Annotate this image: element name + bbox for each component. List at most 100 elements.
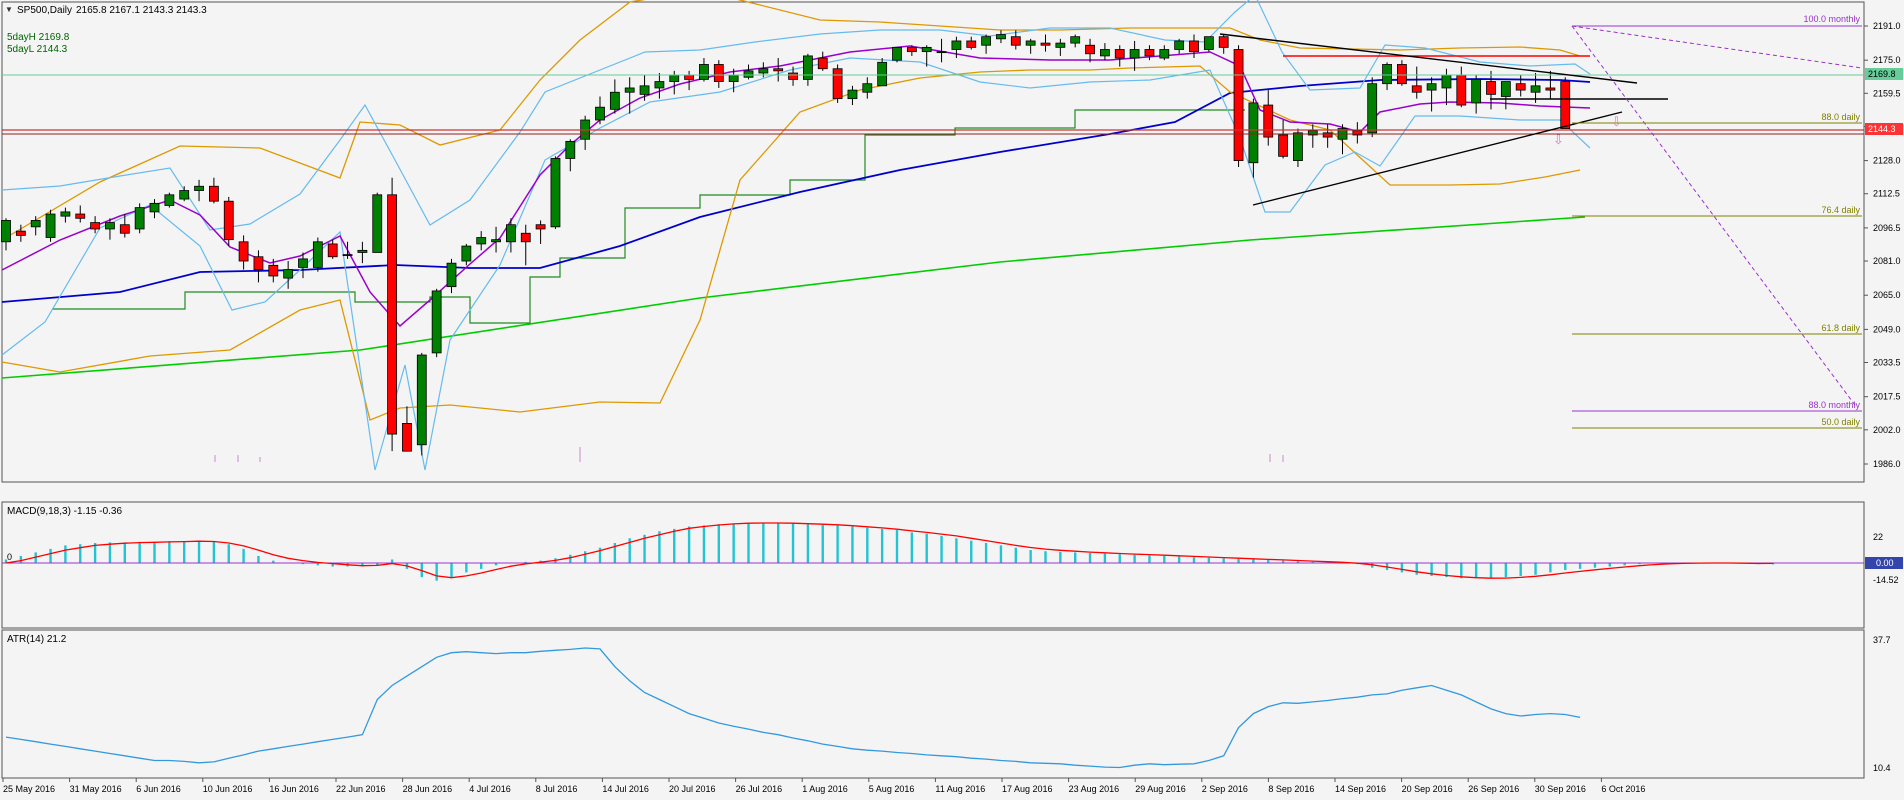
candle-bull bbox=[30, 220, 41, 228]
candle-bull bbox=[431, 290, 442, 354]
candle-bear bbox=[1189, 40, 1199, 53]
candle-bear bbox=[966, 40, 977, 48]
candle-bull bbox=[1441, 74, 1452, 89]
fib-label-monthly-88: 88.0 monthly bbox=[1808, 400, 1860, 410]
macd-pane-frame bbox=[1, 501, 1865, 629]
info-5day-low: 5dayL 2144.3 bbox=[7, 44, 68, 55]
price-axis-label: 2175.0 bbox=[1873, 55, 1901, 65]
candle-bear bbox=[253, 256, 264, 270]
time-axis-label: 29 Aug 2016 bbox=[1135, 784, 1186, 794]
time-axis-label: 10 Jun 2016 bbox=[203, 784, 253, 794]
envelope-upper bbox=[1, 0, 1591, 231]
time-axis-label: 4 Jul 2016 bbox=[469, 784, 511, 794]
candle-bull bbox=[639, 85, 650, 95]
indicator-overlays bbox=[1, 0, 1591, 471]
candle-bull bbox=[60, 211, 71, 217]
macd-tag-box bbox=[1865, 557, 1903, 569]
candle-bear bbox=[520, 232, 531, 243]
atr-axis-label: 10.4 bbox=[1873, 763, 1891, 773]
atr-label: ATR(14) 21.2 bbox=[7, 634, 67, 645]
candle-bull bbox=[1367, 83, 1378, 134]
candle-bear bbox=[238, 241, 249, 262]
candle-bear bbox=[1144, 49, 1155, 57]
candle-bear bbox=[1515, 83, 1526, 91]
fib-label-daily-88: 88.0 daily bbox=[1821, 112, 1860, 122]
time-axis-label: 23 Aug 2016 bbox=[1069, 784, 1120, 794]
candle-bull bbox=[743, 70, 754, 78]
candle-bull bbox=[1159, 49, 1170, 59]
candle-bull bbox=[803, 55, 813, 80]
candle-bull bbox=[149, 202, 160, 213]
candle-bull bbox=[847, 89, 858, 100]
candle-bear bbox=[402, 423, 412, 452]
candle-bear bbox=[1040, 42, 1051, 46]
candle-bear bbox=[387, 194, 398, 435]
candle-bull bbox=[1382, 64, 1392, 85]
candle-bull bbox=[342, 254, 353, 257]
candle-bear bbox=[327, 243, 338, 258]
time-axis: 25 May 2016 31 May 2016 6 Jun 2016 10 Jun 2… bbox=[2, 778, 1645, 794]
fib-label-monthly-100: 100.0 monthly bbox=[1803, 14, 1860, 24]
time-axis-label: 26 Sep 2016 bbox=[1468, 784, 1519, 794]
candle-bull bbox=[1129, 49, 1140, 59]
macd-axis: 22 -14.52 bbox=[1873, 532, 1899, 585]
triangle-upper-trendline bbox=[1219, 33, 1638, 84]
triangle-lower-trendline bbox=[1252, 111, 1623, 206]
kijun-line bbox=[52, 109, 1245, 324]
time-axis-label: 5 Aug 2016 bbox=[869, 784, 915, 794]
candle-bull bbox=[461, 245, 472, 262]
candle-bear bbox=[1545, 87, 1556, 91]
ohlc-header: 2165.8 2167.1 2143.3 2143.3 bbox=[76, 5, 207, 16]
atr-axis-label: 37.7 bbox=[1873, 635, 1891, 645]
candle-bear bbox=[208, 185, 219, 202]
candles-group bbox=[1, 30, 1571, 456]
candle-bear bbox=[1560, 81, 1571, 129]
macd-signal-line bbox=[5, 522, 1774, 579]
time-axis-label: 17 Aug 2016 bbox=[1002, 784, 1053, 794]
ma-50-line bbox=[1, 78, 1591, 303]
candle-bull bbox=[1203, 36, 1214, 50]
price-axis-label: 2191.0 bbox=[1873, 21, 1901, 31]
candle-bull bbox=[758, 68, 769, 74]
candle-bull bbox=[1025, 40, 1036, 46]
candle-bull bbox=[921, 46, 932, 53]
candle-bull bbox=[1100, 49, 1110, 57]
price-axis-label: 2033.5 bbox=[1873, 358, 1901, 368]
time-axis-label: 8 Jul 2016 bbox=[536, 784, 578, 794]
macd-tag-value: 0.00 bbox=[1876, 558, 1894, 568]
time-axis-label: 26 Jul 2016 bbox=[736, 784, 783, 794]
candle-bull bbox=[312, 241, 323, 268]
time-axis-label: 20 Jul 2016 bbox=[669, 784, 716, 794]
price-tag-close: 2144.3 bbox=[1868, 124, 1896, 134]
candle-bull bbox=[505, 224, 516, 243]
price-axis-label: 2128.0 bbox=[1873, 156, 1901, 166]
candle-bull bbox=[550, 158, 561, 228]
atr-axis: 37.7 10.4 bbox=[1873, 635, 1891, 773]
candle-bull bbox=[1293, 132, 1303, 162]
price-axis-label: 1986.0 bbox=[1873, 459, 1901, 469]
envelope-lower bbox=[1, 57, 1591, 471]
candle-bull bbox=[624, 87, 635, 93]
candle-bear bbox=[788, 72, 798, 80]
candle-bear bbox=[817, 57, 828, 70]
fractal-arrow-2: ⇩ bbox=[1611, 114, 1622, 129]
candle-bull bbox=[877, 61, 888, 87]
annotations-group: 100.0 monthly 88.0 daily 76.4 daily 61.8… bbox=[2, 14, 1864, 462]
candle-bull bbox=[669, 74, 680, 82]
price-axis-label: 2081.0 bbox=[1873, 256, 1901, 266]
volume-ticks bbox=[214, 447, 1284, 462]
candle-bear bbox=[832, 68, 843, 100]
fractal-arrow-1: ⇩ bbox=[1553, 132, 1564, 147]
candle-bear bbox=[1085, 44, 1095, 55]
time-axis-label: 16 Jun 2016 bbox=[269, 784, 319, 794]
candle-bull bbox=[416, 354, 427, 446]
candle-bear bbox=[1114, 49, 1125, 59]
candle-bull bbox=[996, 34, 1006, 40]
candle-bull bbox=[164, 194, 175, 206]
candle-bull bbox=[1426, 83, 1437, 91]
fib-label-daily-50: 50.0 daily bbox=[1821, 417, 1860, 427]
candle-bull bbox=[134, 207, 145, 230]
time-axis-label: 22 Jun 2016 bbox=[336, 784, 386, 794]
